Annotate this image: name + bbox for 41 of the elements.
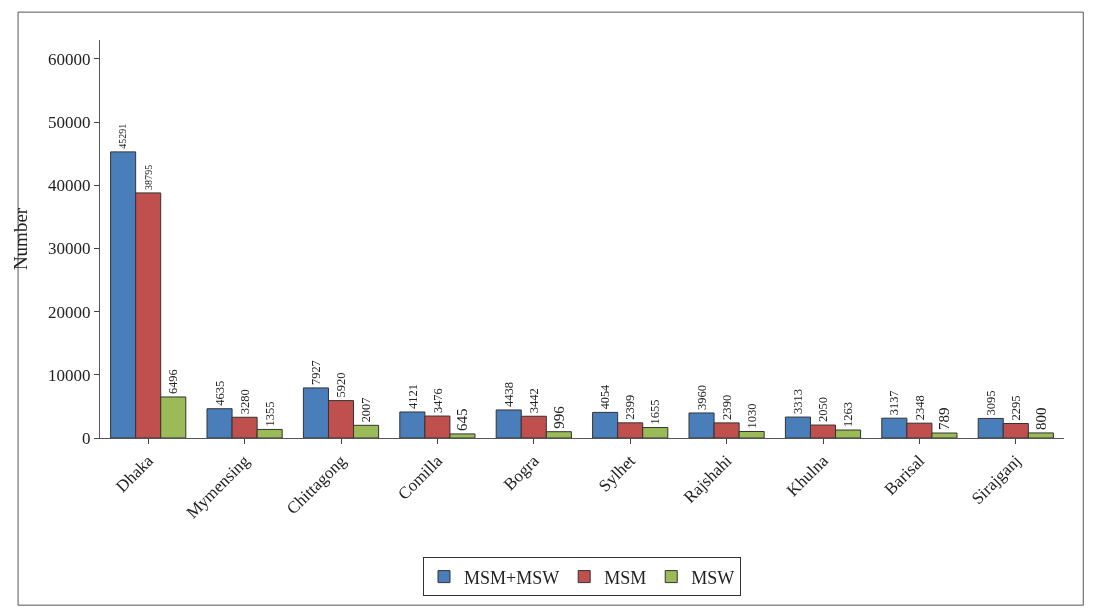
y-tick-label: 40000: [48, 176, 91, 196]
data-label: 3442: [526, 388, 541, 414]
data-label: 4054: [598, 384, 613, 410]
y-tick-label: 10000: [48, 365, 91, 385]
y-tick-label: 50000: [48, 113, 91, 133]
data-label: 3137: [887, 390, 902, 416]
data-label: 3280: [237, 389, 252, 415]
data-label: 6496: [166, 369, 181, 394]
data-label: 2390: [719, 394, 734, 420]
data-label: 3960: [694, 384, 709, 410]
data-label: 789: [936, 407, 953, 431]
data-label: 4121: [405, 383, 420, 409]
data-label: 2348: [912, 395, 927, 421]
y-tick-label: 30000: [48, 239, 91, 259]
data-label: 3313: [791, 389, 806, 415]
y-tick-label: 0: [82, 428, 91, 448]
data-label: 800: [1032, 407, 1049, 430]
data-label: 7927: [309, 360, 324, 385]
data-label: 4635: [212, 380, 227, 406]
data-label: 2399: [623, 394, 638, 420]
legend-label: MSM+MSW: [464, 567, 560, 588]
legend-label: MSM: [604, 567, 647, 588]
data-label: 1355: [262, 401, 277, 427]
data-label: 996: [550, 405, 567, 429]
data-label: 1030: [744, 403, 759, 429]
data-label: 2050: [816, 397, 831, 423]
y-tick-label: 20000: [48, 302, 91, 322]
data-label: 2295: [1008, 395, 1023, 421]
data-label: 1263: [841, 401, 856, 427]
data-label: 1655: [648, 399, 663, 425]
data-label: 2007: [359, 397, 374, 423]
data-label: 5920: [334, 372, 349, 398]
y-tick-label: 60000: [48, 49, 91, 69]
data-label: 45291: [117, 123, 129, 149]
data-label: 4438: [501, 381, 516, 407]
legend-label: MSW: [691, 567, 735, 588]
data-label: 645: [454, 408, 471, 431]
data-label: 38795: [142, 164, 154, 190]
data-label: 3095: [983, 390, 998, 416]
data-label: 3476: [430, 388, 445, 414]
y-axis-title: Number: [9, 207, 31, 271]
